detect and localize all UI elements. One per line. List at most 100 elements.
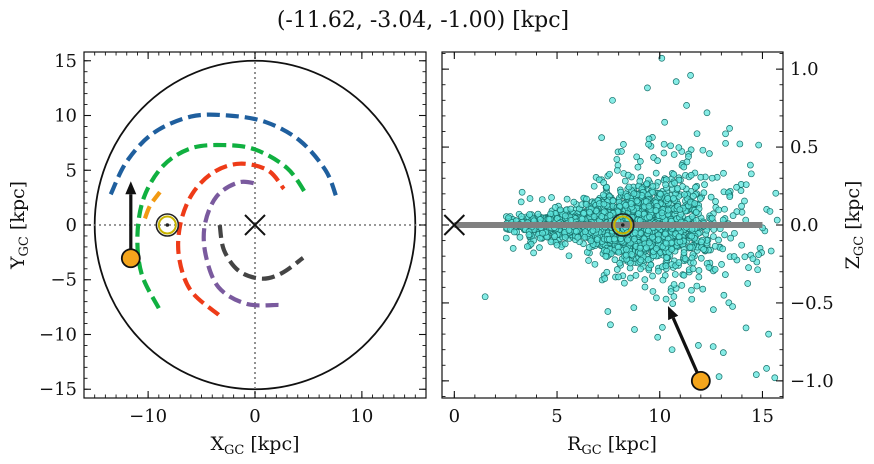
scatter-point <box>755 141 763 149</box>
scatter-point <box>613 266 621 273</box>
scatter-point <box>633 153 641 161</box>
scatter-point <box>662 295 670 303</box>
scatter-point <box>525 231 533 239</box>
scatter-point <box>645 202 653 210</box>
right-ytick-label: 0.0 <box>790 215 819 236</box>
left-xtick-label: 0 <box>249 406 260 427</box>
scatter-point <box>722 130 729 138</box>
figure-title: (-11.62, -3.04, -1.00) [kpc] <box>277 8 569 33</box>
scatter-point <box>637 157 644 165</box>
scatter-point <box>675 144 683 151</box>
scatter-point <box>653 294 660 302</box>
scatter-point <box>688 295 696 303</box>
scatter-point <box>726 125 733 132</box>
scatter-point <box>771 374 779 382</box>
scatter-point <box>667 288 675 295</box>
scatter-point <box>620 141 627 148</box>
scatter-point <box>741 197 748 205</box>
scatter-point <box>745 264 752 271</box>
scatter-point <box>539 229 546 237</box>
scatter-point <box>733 208 741 215</box>
scatter-point <box>659 324 666 331</box>
scatter-point <box>590 182 598 190</box>
spiral-arm-blue <box>108 112 339 198</box>
scatter-point <box>726 193 734 201</box>
scatter-point <box>681 191 688 198</box>
sun-marker-outer <box>155 213 180 237</box>
scatter-point <box>660 149 668 157</box>
scatter-point <box>536 216 544 223</box>
scatter-point <box>730 253 738 260</box>
scatter-point <box>668 346 676 354</box>
galactic-center-marker-right <box>443 214 466 236</box>
scatter-point <box>680 163 688 171</box>
right-plot-area <box>443 54 781 391</box>
scatter-point <box>621 279 628 287</box>
scatter-point <box>643 180 651 188</box>
scatter-point <box>741 253 749 261</box>
scatter-point <box>675 259 683 267</box>
right-ticks: 0 5 10 15 −1.0 −0.5 0.0 0.5 1.0 <box>442 52 834 427</box>
scatter-point <box>689 192 697 200</box>
scatter-point <box>749 255 757 263</box>
scatter-point <box>693 282 701 290</box>
scatter-point <box>697 173 705 181</box>
scatter-point <box>671 179 678 187</box>
scatter-point <box>711 265 719 273</box>
scatter-point <box>505 214 512 222</box>
scatter-point <box>599 191 607 199</box>
scatter-point <box>557 206 564 214</box>
scatter-point <box>622 251 630 259</box>
spiral-arm-orange <box>142 190 162 220</box>
scatter-point <box>627 274 634 282</box>
scatter-point <box>664 195 672 202</box>
left-ytick-label: 0 <box>66 215 77 236</box>
scatter-point <box>695 341 702 349</box>
scatter-point <box>672 78 680 85</box>
scatter-point <box>703 109 711 117</box>
scatter-point <box>654 333 662 341</box>
scatter-point <box>574 233 582 241</box>
right-ytick-label: −0.5 <box>790 293 834 314</box>
scatter-point <box>658 54 666 62</box>
scatter-point <box>644 84 651 92</box>
scatter-point <box>662 239 670 247</box>
scatter-point <box>674 185 681 192</box>
scatter-point <box>721 205 728 213</box>
left-ytick-label: −5 <box>50 270 77 291</box>
scatter-point <box>526 195 534 202</box>
scatter-point <box>565 252 573 260</box>
scatter-point <box>621 177 629 185</box>
galactic-center-marker-stroke-b <box>244 214 266 236</box>
scatter-point <box>767 247 775 255</box>
scatter-point <box>548 194 555 201</box>
object-motion-arrow <box>125 181 137 259</box>
object-motion-arrow-right-shaft <box>671 317 703 382</box>
scatter-point <box>646 213 653 221</box>
scatter-point <box>662 262 670 270</box>
left-xtick-label: −10 <box>129 406 167 427</box>
scatter-point <box>670 170 678 178</box>
scatter-point <box>721 231 728 239</box>
scatter-point <box>659 276 667 284</box>
scatter-point <box>616 259 624 267</box>
left-ytick-label: −10 <box>39 324 77 345</box>
scatter-point <box>582 200 590 208</box>
right-ytick-label: 0.5 <box>790 137 819 158</box>
left-ytick-label: 5 <box>66 160 77 181</box>
right-xtick-label: 15 <box>751 406 774 427</box>
scatter-point <box>636 244 644 252</box>
scatter-point <box>752 371 760 378</box>
scatter-point <box>670 281 678 288</box>
scatter-point <box>606 170 613 178</box>
scatter-point <box>697 195 704 202</box>
object-marker <box>120 248 141 269</box>
scatter-point <box>658 209 666 217</box>
scatter-point <box>622 246 630 253</box>
scatter-point <box>736 140 744 148</box>
scatter-point <box>481 293 489 301</box>
scatter-point <box>747 170 755 178</box>
scatter-point <box>699 146 707 154</box>
scatter-point <box>710 233 717 240</box>
scatter-point <box>731 229 738 237</box>
